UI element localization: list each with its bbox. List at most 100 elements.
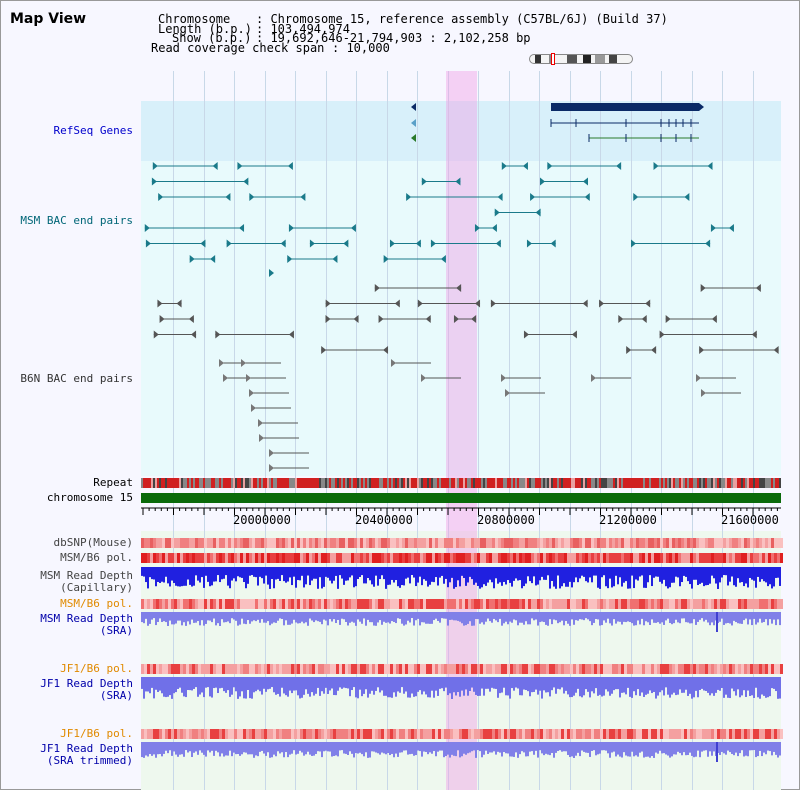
msm-pol-cell (345, 553, 348, 563)
jf1-pol-cell (723, 729, 726, 739)
msm-pol-cell (657, 599, 660, 609)
dbsnp-label[interactable]: dbSNP(Mouse) (53, 536, 133, 549)
dbsnp-cell (186, 538, 189, 548)
msm-depth-cap-label-1[interactable]: MSM Read Depth (40, 569, 133, 582)
jf1-pol-cell (618, 664, 621, 674)
repeat-segment (659, 478, 661, 488)
repeat-segment (621, 478, 623, 488)
dbsnp-cell (330, 538, 333, 548)
jf1-trim-depth-bar (417, 742, 419, 751)
jf1-trim-depth-bar (167, 742, 169, 754)
jf1-pol-cell (639, 664, 642, 674)
msm-pol-cell (372, 553, 375, 563)
repeat-segment (391, 478, 393, 488)
repeat-segment (673, 478, 675, 488)
msm-capillary-depth-bar (753, 567, 755, 581)
repeat-segment (149, 478, 151, 488)
jf1-pol-label-2[interactable]: JF1/B6 pol. (60, 727, 133, 740)
jf1-sra-depth-bar (603, 677, 605, 696)
msm-pol-cell (225, 599, 228, 609)
msm-sra-depth-bar (253, 612, 255, 621)
repeat-segment (721, 478, 723, 488)
chromosome-ideogram[interactable] (529, 53, 633, 65)
jf1-sra-depth-bar (161, 677, 163, 694)
jf1-trim-depth-bar (525, 742, 527, 757)
msm-pol-cell (546, 599, 549, 609)
msm-pol-cell (693, 599, 696, 609)
jf1-sra-depth-bar (505, 677, 507, 696)
msm-sra-depth-bar (517, 612, 519, 626)
jf1-sra-depth-bar (255, 677, 257, 692)
jf1-trim-label-1[interactable]: JF1 Read Depth (40, 742, 133, 755)
jf1-pol-cell (594, 664, 597, 674)
msm-sra-depth-bar (649, 612, 651, 625)
dbsnp-cell (396, 538, 399, 548)
msm-pol-cell (144, 553, 147, 563)
msm-b6-pol-label-1[interactable]: MSM/B6 pol. (60, 551, 133, 564)
jf1-pol-cell (159, 729, 162, 739)
msm-capillary-depth-bar (399, 567, 401, 588)
msm-b6-pol-label-2[interactable]: MSM/B6 pol. (60, 597, 133, 610)
jf1-pol-label-1[interactable]: JF1/B6 pol. (60, 662, 133, 675)
msm-pol-cell (708, 553, 711, 563)
msm-pol-cell (636, 599, 639, 609)
repeat-segment (305, 478, 307, 488)
jf1-pol-cell (591, 729, 594, 739)
repeat-segment (237, 478, 239, 488)
jf1-pol-cell (726, 664, 729, 674)
jf1-pol-cell (432, 729, 435, 739)
jf1-sra-depth-bar (433, 677, 435, 698)
repeat-segment (541, 478, 543, 488)
msm-sra-depth-bar (399, 612, 401, 619)
repeat-segment (599, 478, 601, 488)
dbsnp-cell (237, 538, 240, 548)
msm-sra-depth-bar (363, 612, 365, 619)
msm-bac-pair (239, 224, 245, 232)
msm-depth-sra-label-1[interactable]: MSM Read Depth (40, 612, 133, 625)
msm-capillary-depth-bar (557, 567, 559, 576)
repeat-segment (189, 478, 191, 488)
msm-bac-label[interactable]: MSM BAC end pairs (20, 214, 133, 227)
jf1-sra-depth-bar (739, 677, 741, 698)
msm-pol-cell (381, 553, 384, 563)
msm-capillary-depth-bar (367, 567, 369, 579)
jf1-pol-cell (663, 729, 666, 739)
jf1-sra-depth-bar (159, 677, 161, 691)
msm-capillary-depth-bar (685, 567, 687, 577)
msm-capillary-depth-bar (529, 567, 531, 582)
msm-sra-depth-bar (441, 612, 443, 619)
dbsnp-cell (390, 538, 393, 548)
jf1-trim-depth-bar (213, 742, 215, 756)
jf1-pol-cell (753, 729, 756, 739)
msm-capillary-depth-bar (331, 567, 333, 584)
jf1-trim-depth-bar (283, 742, 285, 758)
jf1-pol-cell (546, 664, 549, 674)
msm-capillary-depth-bar (283, 567, 285, 582)
repeat-segment (661, 478, 663, 488)
jf1-trim-depth-bar (683, 742, 685, 753)
repeat-segment (285, 478, 287, 488)
msm-capillary-depth-bar (389, 567, 391, 585)
jf1-pol-cell (639, 729, 642, 739)
jf1-trim-depth-bar (209, 742, 211, 753)
jf1-pol-cell (543, 729, 546, 739)
dbsnp-cell (432, 538, 435, 548)
dbsnp-cell (435, 538, 438, 548)
b6n-bac-pair (651, 346, 657, 354)
msm-sra-depth-bar (295, 612, 297, 623)
msm-capillary-depth-bar (597, 567, 599, 588)
b6n-bac-label[interactable]: B6N BAC end pairs (20, 372, 133, 385)
msm-pol-cell (375, 599, 378, 609)
msm-sra-depth-bar (419, 612, 421, 626)
dbsnp-cell (228, 538, 231, 548)
msm-pol-cell (267, 553, 270, 563)
refseq-genes-label[interactable]: RefSeq Genes (53, 124, 133, 137)
msm-sra-depth-bar (263, 612, 265, 623)
jf1-depth-label-1[interactable]: JF1 Read Depth (40, 677, 133, 690)
msm-sra-depth-bar (761, 612, 763, 623)
msm-pol-cell (471, 553, 474, 563)
repeat-segment (341, 478, 343, 488)
repeat-segment (183, 478, 185, 488)
msm-sra-depth-bar (593, 612, 595, 623)
